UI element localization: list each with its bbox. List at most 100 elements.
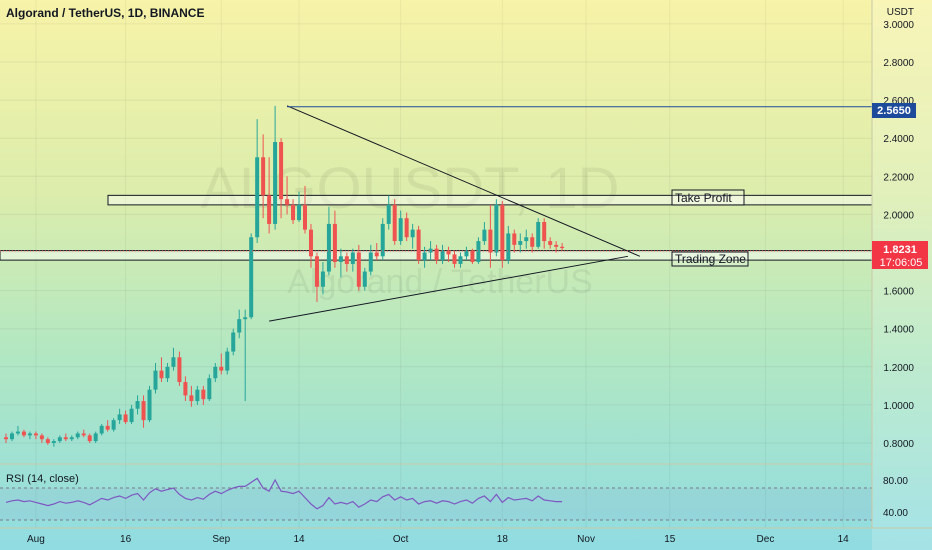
price-axis-background[interactable]	[872, 0, 932, 550]
candle-body	[273, 142, 278, 224]
candle	[231, 328, 236, 356]
candle	[332, 210, 337, 268]
candle-body	[267, 195, 272, 224]
candle-body	[536, 222, 541, 247]
candle-body	[291, 204, 296, 221]
candle	[434, 244, 439, 264]
candle-body	[476, 241, 481, 263]
candle-body	[368, 252, 373, 272]
candle	[4, 433, 8, 443]
trading-zone-text: Trading Zone	[675, 252, 746, 266]
time-axis[interactable]: Aug 16 Sep 14 Oct 18 Nov 15 Dec 14	[0, 527, 932, 545]
candle	[350, 248, 355, 272]
candle	[297, 191, 302, 223]
candle-body	[255, 157, 260, 238]
candle	[111, 418, 116, 432]
candle-body	[524, 237, 529, 242]
candle	[117, 408, 122, 424]
candle	[320, 262, 325, 295]
candle-body	[123, 414, 128, 423]
candle-body	[338, 256, 343, 263]
candle-body	[404, 218, 409, 238]
candle-body	[135, 401, 140, 409]
candle	[308, 223, 313, 268]
candle-body	[9, 433, 14, 440]
resistance-price-tag: 2.5650	[872, 103, 916, 118]
candle-body	[261, 157, 266, 196]
candle	[21, 429, 26, 438]
candle-body	[225, 351, 230, 371]
candle-body	[129, 408, 134, 423]
candle-body	[171, 357, 176, 367]
candle-body	[99, 425, 104, 434]
time-axis-label: Aug	[27, 534, 45, 545]
candle	[404, 212, 409, 242]
candle	[500, 201, 505, 268]
candle	[207, 374, 212, 402]
last-price-value: 1.8231	[883, 244, 917, 256]
rsi-axis[interactable]: 80.00 40.00	[883, 476, 908, 519]
price-axis-label: 1.0000	[883, 401, 914, 412]
candle-body	[75, 433, 80, 438]
candle	[135, 395, 140, 415]
candle	[75, 431, 80, 440]
candle	[416, 225, 421, 264]
price-axis-label: 2.0000	[883, 210, 914, 221]
grid	[0, 0, 872, 528]
candle-body	[512, 233, 517, 245]
candle-body	[374, 252, 379, 257]
rsi-axis-label: 80.00	[883, 476, 908, 487]
candle-body	[356, 252, 361, 287]
candle	[374, 242, 379, 261]
candle-body	[279, 142, 284, 200]
candle-body	[63, 437, 68, 440]
drawings[interactable]	[269, 105, 872, 322]
price-axis-label: 0.8000	[883, 439, 914, 450]
candle	[530, 233, 535, 253]
candle	[458, 252, 463, 268]
candle-body	[350, 252, 355, 264]
candle-body	[105, 425, 110, 430]
time-axis-label: 15	[664, 534, 676, 545]
price-axis-label: 1.4000	[883, 325, 914, 336]
take-profit-label[interactable]: Take Profit	[671, 189, 745, 206]
trading-zone-label[interactable]: Trading Zone	[671, 251, 749, 267]
rsi-band	[0, 488, 872, 520]
candle	[69, 435, 74, 442]
trendline-triangle-lower	[269, 255, 629, 322]
candle-body	[213, 366, 218, 379]
candle-body	[33, 433, 38, 436]
candle	[524, 229, 529, 249]
candle	[368, 244, 373, 276]
time-axis-label: Sep	[212, 534, 230, 545]
rsi-axis-label: 40.00	[883, 508, 908, 519]
candle	[446, 246, 451, 263]
candle-body	[518, 241, 523, 245]
candle-body	[141, 401, 146, 421]
watermark: ALGOUSDT, 1D Algorand / TetherUS	[201, 156, 620, 301]
last-price-tag: 1.8231 17:06:05	[872, 241, 928, 269]
candle-body	[243, 317, 248, 320]
candle	[99, 423, 104, 436]
candle	[243, 309, 248, 402]
candle	[279, 138, 284, 219]
candles	[4, 105, 565, 447]
candle	[261, 134, 266, 219]
candle	[93, 431, 98, 443]
candle	[147, 385, 152, 423]
candle	[470, 248, 475, 264]
candle-body	[249, 237, 254, 318]
candle-body	[392, 204, 397, 242]
candle	[464, 246, 469, 261]
candle	[195, 385, 200, 405]
candle	[225, 347, 230, 375]
candle	[560, 242, 565, 251]
candle	[506, 225, 511, 264]
candle-body	[542, 222, 547, 242]
candle	[326, 206, 331, 276]
time-axis-label: 14	[293, 534, 305, 545]
candle	[518, 233, 523, 253]
time-axis-label: Oct	[393, 534, 409, 545]
